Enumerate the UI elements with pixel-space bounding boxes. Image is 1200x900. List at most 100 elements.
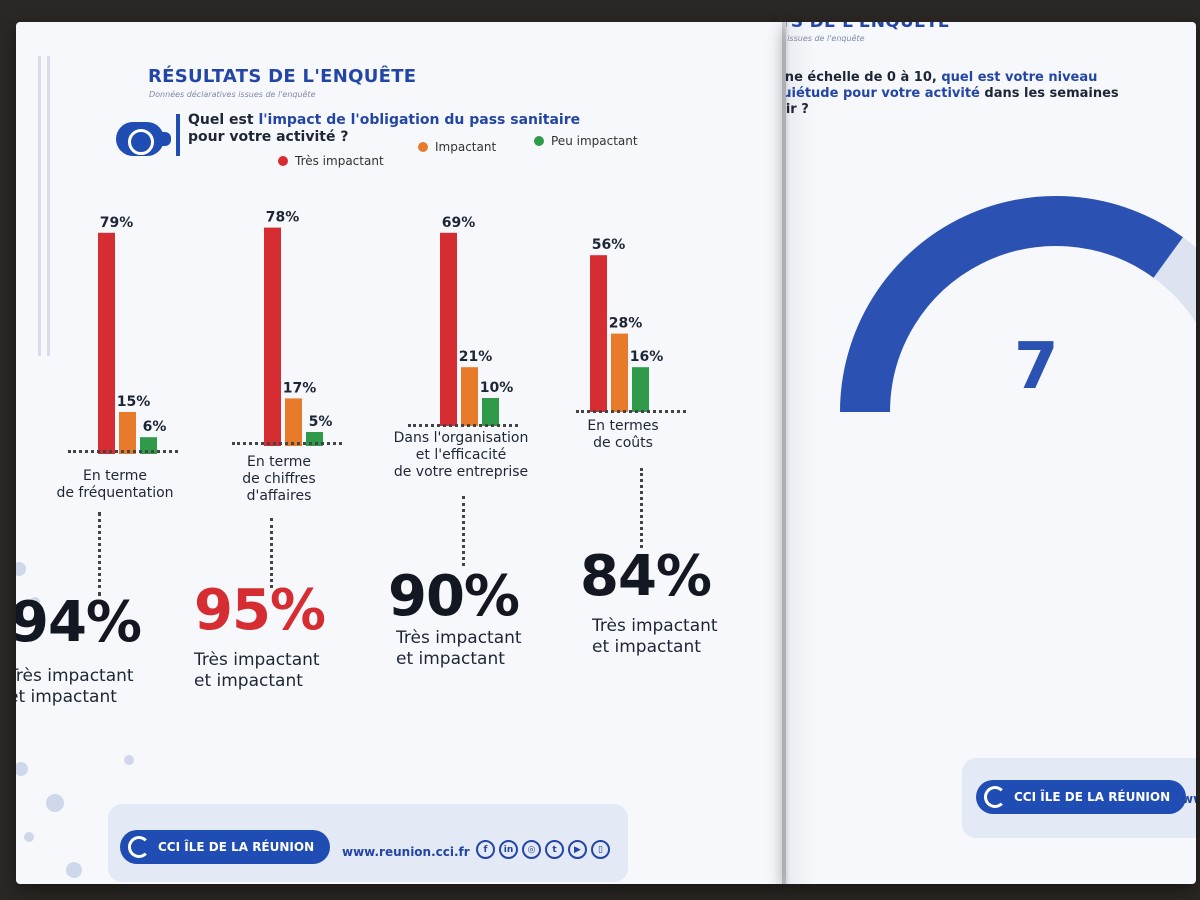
caption-line: Très impactant	[194, 650, 320, 670]
cci-logo: CCI ÎLE DE LA RÉUNION	[120, 830, 331, 864]
gauge-question: Sur une échelle de 0 à 10, quel est votr…	[786, 70, 1126, 118]
category-line: En terme	[82, 468, 148, 484]
category-label-chiffre-affaires: En terme de chiffres d'affaires	[184, 454, 374, 505]
bar-frequentation-impactant	[119, 412, 136, 454]
bar-value-label: 16%	[630, 349, 664, 365]
caption-line: et impactant	[194, 671, 303, 691]
bar-value-label: 15%	[117, 394, 151, 410]
legend-swatch	[534, 136, 544, 146]
decorative-dot	[30, 597, 40, 607]
website-link-partial[interactable]: ww	[1182, 792, 1196, 806]
legend-swatch	[418, 142, 428, 152]
question-end: pour votre activité ?	[188, 129, 349, 145]
page-subtitle: Données déclaratives issues de l'enquête	[149, 90, 316, 99]
category-line: de fréquentation	[56, 485, 174, 501]
category-divider	[408, 424, 518, 427]
category-line: En terme	[246, 454, 312, 470]
legend-label: Impactant	[435, 140, 497, 154]
instagram-icon[interactable]: ◎	[522, 840, 541, 859]
worry-gauge	[840, 196, 1196, 413]
website-link[interactable]: www.reunion.cci.fr	[342, 845, 470, 859]
linkedin-icon[interactable]: in	[499, 840, 518, 859]
bar-value-label: 21%	[459, 349, 493, 365]
book-gutter	[782, 22, 790, 884]
bar-organisation-impactant	[461, 367, 478, 426]
bar-chiffre-affaires-tres-impactant	[264, 227, 281, 446]
facebook-icon[interactable]: f	[476, 840, 495, 859]
decorative-dot	[46, 794, 64, 812]
category-divider	[68, 450, 178, 453]
category-line: d'affaires	[246, 488, 312, 504]
question-end: dans les semaines à venir ?	[786, 86, 1119, 117]
bar-value-label: 79%	[100, 215, 134, 231]
left-page: RÉSULTATS DE L'ENQUÊTE Données déclarati…	[16, 22, 786, 884]
youtube-icon[interactable]: ▶	[568, 840, 587, 859]
twitter-icon[interactable]: t	[545, 840, 564, 859]
connector-dots	[462, 496, 465, 566]
total-percentage-frequentation: 94%	[16, 590, 142, 655]
bar-value-label: 56%	[592, 237, 626, 253]
brand-name: CCI ÎLE DE LA RÉUNION	[158, 840, 315, 854]
bar-frequentation-tres-impactant	[98, 232, 115, 454]
decorative-stripe	[38, 56, 50, 356]
page-title: RÉSULTATS DE L'ENQUÊTE	[148, 66, 417, 87]
cci-mark-icon	[128, 836, 150, 858]
connector-dots	[98, 512, 101, 596]
bar-couts-tres-impactant	[590, 255, 607, 412]
caption-line: et impactant	[396, 649, 505, 669]
question-accent: quel est votre niveau d'inquiétude pour …	[786, 70, 1098, 101]
category-line: Dans l'organisation	[393, 430, 529, 446]
right-page-subtitle: Données déclaratives issues de l'enquête	[786, 34, 865, 43]
total-percentage-couts: 84%	[580, 544, 712, 609]
bar-value-label: 5%	[309, 414, 333, 430]
right-page-title: RÉSULTATS DE L'ENQUÊTE	[786, 22, 950, 32]
caption-line: et impactant	[592, 637, 701, 657]
bar-chiffre-affaires-impactant	[285, 398, 302, 446]
social-links: f in ◎ t ▶ ▯	[476, 840, 610, 859]
decorative-dot	[24, 832, 34, 842]
decorative-dot	[66, 862, 82, 878]
bar-value-label: 10%	[480, 380, 514, 396]
question-start: Quel est	[188, 112, 259, 128]
total-caption-chiffre-affaires: Très impactant et impactant	[194, 650, 394, 692]
category-label-organisation: Dans l'organisation et l'efficacité de v…	[366, 430, 556, 481]
bar-value-label: 17%	[283, 380, 317, 396]
survey-icon	[116, 122, 171, 156]
bar-value-label: 78%	[266, 210, 300, 226]
category-line: de coûts	[593, 435, 653, 451]
question-start: Sur une échelle de 0 à 10,	[786, 70, 937, 85]
decorative-dot	[16, 562, 26, 576]
category-label-frequentation: En terme de fréquentation	[20, 468, 210, 502]
impact-bar-chart: 79% 15% 6% 78% 17% 5% 69% 21% 10% 56% 28% 16%	[98, 210, 664, 454]
decorative-dot	[124, 755, 134, 765]
bar-organisation-peu-impactant	[482, 398, 499, 426]
category-line: En termes	[587, 418, 659, 434]
question-accent-bar	[176, 114, 180, 156]
category-divider	[232, 442, 342, 445]
cci-mark-icon	[984, 786, 1006, 808]
chart-question: Quel est l'impact de l'obligation du pas…	[188, 112, 638, 146]
connector-dots	[270, 518, 273, 588]
connector-dots	[640, 468, 643, 548]
legend-item-impactant: Impactant	[418, 140, 496, 154]
caption-line: et impactant	[16, 687, 117, 707]
phone-icon[interactable]: ▯	[591, 840, 610, 859]
category-label-couts: En termes de coûts	[528, 418, 718, 452]
total-caption-couts: Très impactant et impactant	[592, 616, 786, 658]
bar-frequentation-peu-impactant	[140, 437, 157, 454]
brand-name: CCI ÎLE DE LA RÉUNION	[1014, 790, 1171, 804]
total-caption-organisation: Très impactant et impactant	[396, 628, 596, 670]
legend-item-peu-impactant: Peu impactant	[534, 134, 638, 148]
gauge-value: 7	[1014, 330, 1059, 404]
total-percentage-organisation: 90%	[388, 564, 520, 629]
caption-line: Très impactant	[396, 628, 522, 648]
category-line: de votre entreprise	[393, 464, 529, 480]
bar-value-label: 28%	[609, 316, 643, 332]
bar-couts-peu-impactant	[632, 367, 649, 412]
legend-item-tres-impactant: Très impactant	[278, 154, 384, 168]
legend-label: Très impactant	[295, 154, 384, 168]
category-line: de chiffres	[242, 471, 316, 487]
question-accent: l'impact de l'obligation du pass sanitai…	[258, 112, 581, 128]
right-page: RÉSULTATS DE L'ENQUÊTE Données déclarati…	[786, 22, 1196, 884]
bar-organisation-tres-impactant	[440, 232, 457, 426]
